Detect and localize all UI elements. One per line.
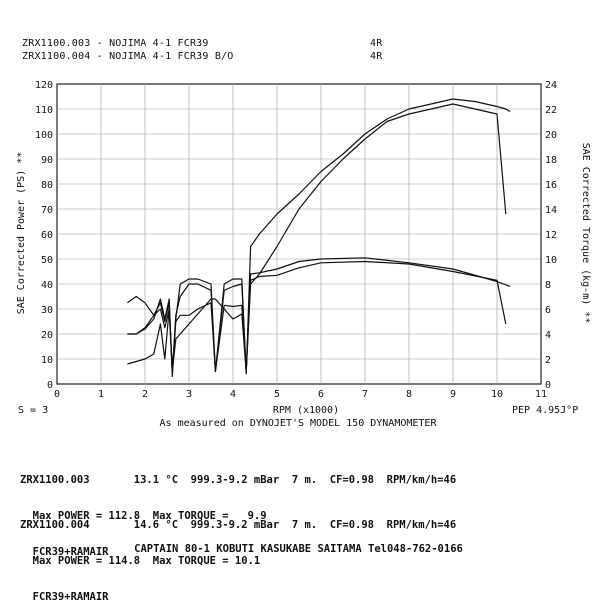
chart-series (127, 98, 511, 378)
y-tick-label-left: 110 (35, 105, 53, 116)
run2-info-line3: FCR39+RAMAIR (20, 591, 109, 603)
y-axis-label-left: SAE Corrected Power (PS) ** (16, 152, 27, 315)
y-tick-label-right: 12 (545, 230, 557, 241)
x-tick-label: 3 (186, 389, 192, 400)
y-tick-label-right: 6 (545, 305, 551, 316)
x-tick-label: 7 (362, 389, 368, 400)
series-line-torque-004 (127, 257, 511, 373)
dyno-chart: 0 1 2 3 4 5 6 7 8 9 10 1101020304050607080901001101… (16, 80, 591, 429)
y-tick-label-right: 0 (545, 380, 551, 391)
y-tick-label-right: 14 (545, 205, 557, 216)
y-tick-label-left: 100 (35, 130, 53, 141)
y-tick-label-right: 2 (545, 355, 551, 366)
y-tick-label-right: 18 (545, 155, 557, 166)
run1-info: ZRX1100.003 13.1 °C 999.3-9.2 mBar 7 m. … (20, 450, 456, 570)
run2-header: ZRX1100.004 - NOJIMA 4-1 FCR39 B/O (22, 51, 234, 62)
y-tick-label-right: 10 (545, 255, 557, 266)
x-tick-label: 10 (491, 389, 503, 400)
run1-gear: 4R (370, 38, 383, 49)
series-line-torque-003 (127, 260, 507, 373)
y-tick-label-left: 120 (35, 80, 53, 91)
run1-info-line2: Max POWER = 112.8 Max TORQUE = 9.9 (20, 510, 267, 522)
x-tick-label: 2 (142, 389, 148, 400)
y-axis-label-right: SAE Corrected Torque (kg-m) ** (580, 143, 591, 324)
x-tick-label: 5 (274, 389, 280, 400)
y-tick-label-right: 20 (545, 130, 557, 141)
x-tick-label: 0 (54, 389, 60, 400)
run2-info-line1: ZRX1100.004 14.6 °C 999.3-9.2 mBar 7 m. … (20, 519, 457, 531)
series-line-power-003 (127, 103, 507, 373)
x-tick-label: 8 (406, 389, 412, 400)
y-tick-label-left: 40 (41, 280, 53, 291)
y-tick-label-right: 8 (545, 280, 551, 291)
y-tick-label-right: 22 (545, 105, 557, 116)
x-tick-label: 9 (450, 389, 456, 400)
y-tick-label-right: 24 (545, 80, 557, 91)
x-tick-label: 11 (535, 389, 547, 400)
run1-header: ZRX1100.003 - NOJIMA 4-1 FCR39 (22, 38, 209, 49)
chart-caption: As measured on DYNOJET'S MODEL 150 DYNAM… (160, 418, 438, 429)
y-tick-label-left: 80 (41, 180, 53, 191)
chart-grid (56, 83, 542, 385)
y-tick-label-left: 50 (41, 255, 53, 266)
x-axis-label: RPM (x1000) (273, 405, 339, 416)
run2-info: ZRX1100.004 14.6 °C 999.3-9.2 mBar 7 m. … (20, 495, 456, 615)
chart-ticks: 0 1 2 3 4 5 6 7 8 9 10 1101020304050607080901001101… (35, 80, 557, 400)
run2-info-line2: Max POWER = 114.8 Max TORQUE = 10.1 (20, 555, 261, 567)
x-tick-label: 1 (98, 389, 104, 400)
y-tick-label-left: 60 (41, 230, 53, 241)
run2-gear: 4R (370, 51, 383, 62)
y-tick-label-left: 90 (41, 155, 53, 166)
y-tick-label-left: 70 (41, 205, 53, 216)
x-tick-label: 6 (318, 389, 324, 400)
y-tick-label-right: 16 (545, 180, 557, 191)
run1-info-line3: FCR39+RAMAIR (20, 546, 109, 558)
pep-label: PEP 4.95J°P (512, 405, 578, 416)
y-tick-label-left: 10 (41, 355, 53, 366)
x-tick-label: 4 (230, 389, 236, 400)
y-tick-label-left: 30 (41, 305, 53, 316)
y-tick-label-left: 20 (41, 330, 53, 341)
y-tick-label-left: 0 (47, 380, 53, 391)
series-line-power-004 (127, 98, 511, 378)
smoothing-label: S = 3 (18, 405, 48, 416)
y-tick-label-right: 4 (545, 330, 551, 341)
run1-info-line1: ZRX1100.003 13.1 °C 999.3-9.2 mBar 7 m. … (20, 474, 457, 486)
shop-footer: CAPTAIN 80-1 KOBUTI KASUKABE SAITAMA Tel… (134, 543, 463, 555)
